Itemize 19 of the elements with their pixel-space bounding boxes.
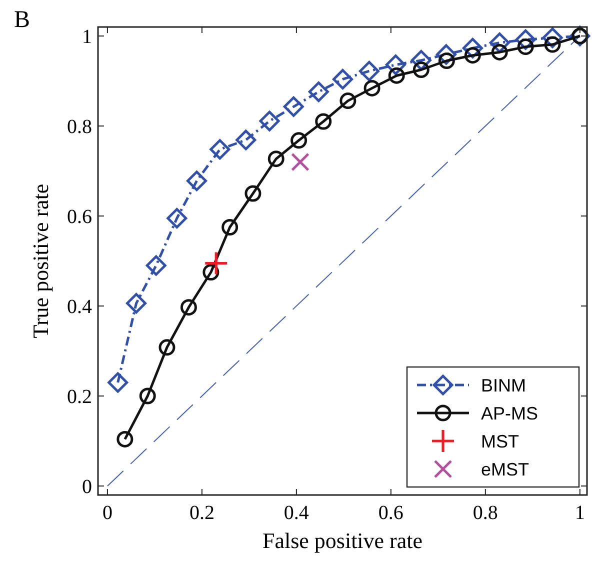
x-tick-label: 0 bbox=[102, 502, 112, 524]
y-axis-title: True positive rate bbox=[28, 184, 53, 338]
x-tick-label: 0.6 bbox=[378, 502, 404, 524]
y-tick-label: 1 bbox=[82, 26, 92, 48]
y-tick-label: 0.8 bbox=[67, 116, 92, 138]
x-tick-label: 1 bbox=[574, 502, 585, 524]
legend-label: AP-MS bbox=[481, 403, 538, 424]
y-tick-label: 0 bbox=[82, 476, 92, 498]
y-tick-label: 0.6 bbox=[67, 206, 92, 228]
y-tick-label: 0.4 bbox=[67, 296, 92, 318]
x-tick-label: 0.2 bbox=[189, 502, 214, 524]
x-tick-label: 0.4 bbox=[284, 502, 309, 524]
legend-label: eMST bbox=[481, 459, 530, 480]
x-axis-title: False positive rate bbox=[262, 528, 423, 553]
x-tick-label: 0.8 bbox=[472, 502, 498, 524]
legend-label: MST bbox=[481, 431, 519, 452]
legend-label: BINM bbox=[481, 375, 526, 396]
text: B bbox=[14, 7, 30, 33]
y-tick-label: 0.2 bbox=[67, 386, 92, 408]
